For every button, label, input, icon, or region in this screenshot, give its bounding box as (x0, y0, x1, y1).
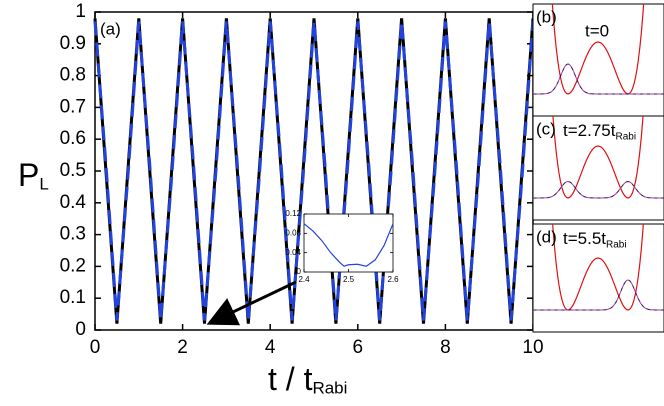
panel-time: t=0 (585, 21, 609, 40)
x-tick-label: 2.4 (298, 275, 310, 284)
panel-time: t=5.5tRabi (563, 229, 627, 250)
y-tick-label: 1 (75, 1, 86, 22)
x-axis-label-main: t / t (268, 361, 313, 397)
potential (552, 224, 644, 311)
y-axis-label: PL (18, 157, 49, 194)
x-tick-label: 0 (90, 337, 101, 358)
y-tick-label: 0.6 (60, 128, 86, 149)
y-tick-label: 0.2 (60, 255, 86, 276)
wavepacket (533, 279, 664, 311)
potential (552, 116, 644, 199)
y-axis-label-main: P (18, 157, 39, 193)
x-tick-label: 2.5 (343, 275, 355, 284)
panel-time: t=2.75tRabi (563, 121, 636, 142)
arrow (206, 280, 297, 326)
plot-frame (303, 213, 394, 273)
wavepacket (533, 180, 664, 199)
y-tick-label: 0 (297, 267, 302, 276)
y-tick-label: 0.12 (285, 209, 301, 218)
x-tick-label: 2.6 (387, 275, 399, 284)
y-tick-label: 0.04 (285, 248, 301, 257)
panel-label: (d) (536, 227, 557, 246)
panel-time-main: t=5.5t (563, 229, 606, 248)
x-axis-label: t / tRabi (268, 361, 347, 398)
x-tick-label: 6 (353, 337, 364, 358)
panel-label: (a) (100, 19, 121, 38)
panel-time-sub: Rabi (615, 131, 636, 142)
plot-frame (94, 11, 534, 331)
y-tick-label: 0.8 (60, 65, 86, 86)
y-tick-label: 0.1 (60, 287, 86, 308)
panel-label: (b) (536, 7, 557, 26)
y-tick-label: 0.7 (60, 96, 86, 117)
x-tick-label: 4 (265, 337, 276, 358)
x-tick-label: 8 (440, 337, 451, 358)
wavepacket (533, 63, 664, 95)
y-axis-label-sub: L (39, 175, 48, 194)
panel-label: (c) (536, 119, 556, 138)
panel-time-sub: Rabi (606, 239, 627, 250)
data-line (93, 21, 535, 321)
x-tick-label: 10 (522, 337, 543, 358)
data-line (303, 223, 394, 267)
x-axis-label-sub: Rabi (312, 379, 347, 398)
potential (551, 4, 645, 95)
y-tick-label: 0.08 (285, 228, 301, 237)
panel-time-main: t=2.75t (563, 121, 616, 140)
y-tick-label: 0.5 (60, 160, 86, 181)
y-tick-label: 0.3 (60, 224, 86, 245)
y-tick-label: 0.4 (60, 192, 87, 213)
x-tick-label: 2 (177, 337, 188, 358)
y-tick-label: 0.9 (60, 33, 86, 54)
y-tick-label: 0 (75, 319, 86, 340)
